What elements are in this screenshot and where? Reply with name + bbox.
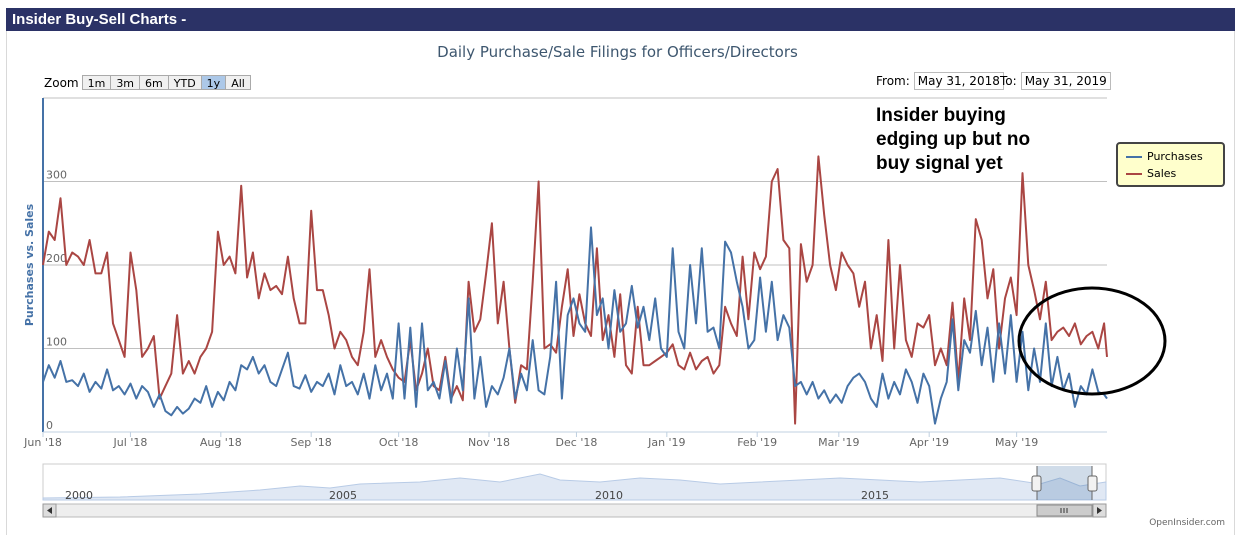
range-from-label: From:	[876, 74, 910, 88]
annotation-line: edging up but no	[876, 129, 1031, 150]
navigator-series	[42, 473, 1107, 501]
legend-item-sales[interactable]: Sales	[1126, 165, 1223, 182]
zoom-6m-button[interactable]: 6m	[139, 75, 169, 90]
chart-legend: Purchases Sales	[1116, 142, 1225, 187]
y-tick-label: 100	[46, 336, 67, 349]
x-tick-label: Dec '18	[556, 436, 598, 449]
legend-label-sales: Sales	[1147, 167, 1177, 180]
credit-text: OpenInsider.com	[1149, 518, 1225, 528]
scrollbar-track[interactable]	[42, 503, 1107, 518]
x-tick-label: Apr '19	[909, 436, 949, 449]
zoom-all-button[interactable]: All	[225, 75, 251, 90]
x-tick-label: Sep '18	[291, 436, 332, 449]
legend-label-purchases: Purchases	[1147, 150, 1203, 163]
zoom-label: Zoom	[44, 75, 79, 90]
zoom-1m-button[interactable]: 1m	[81, 75, 112, 90]
navigator-selection[interactable]	[1037, 466, 1092, 500]
legend-item-purchases[interactable]: Purchases	[1126, 148, 1223, 165]
x-tick-label: Feb '19	[737, 436, 777, 449]
x-tick-label: Mar '19	[818, 436, 859, 449]
range-from: From: May 31, 2018	[876, 72, 1004, 90]
navigator-year-label: 2005	[329, 489, 357, 502]
navigator-year-label: 2010	[595, 489, 623, 502]
range-to-label: To:	[1000, 74, 1017, 88]
navigator-year-label: 2000	[65, 489, 93, 502]
annotation-line: buy signal yet	[876, 153, 1003, 174]
legend-swatch-purchases	[1126, 155, 1142, 158]
annotation-circle	[1017, 286, 1167, 396]
chart-title: Daily Purchase/Sale Filings for Officers…	[437, 43, 798, 61]
zoom-3m-button[interactable]: 3m	[110, 75, 141, 90]
series-line-sales[interactable]	[42, 155, 1108, 425]
annotation-line: Insider buying	[876, 105, 1006, 126]
series-line-purchases[interactable]	[42, 226, 1108, 425]
page-title: Insider Buy-Sell Charts -	[12, 11, 187, 28]
scroll-grip-icon	[1060, 508, 1068, 513]
x-tick-label: Jun '18	[23, 436, 62, 449]
y-tick-label: 300	[46, 169, 67, 182]
navigator-left-handle[interactable]	[1031, 475, 1042, 492]
x-tick-label: Jul '18	[113, 436, 148, 449]
page-title-bar: Insider Buy-Sell Charts -	[6, 8, 1235, 31]
navigator-year-label: 2015	[861, 489, 889, 502]
x-tick-label: Aug '18	[200, 436, 242, 449]
navigator-right-handle[interactable]	[1087, 475, 1098, 492]
scroll-left-icon	[47, 507, 52, 514]
x-tick-label: Jan '19	[647, 436, 685, 449]
scroll-right-icon	[1097, 507, 1102, 514]
zoom-1y-button[interactable]: 1y	[200, 75, 227, 90]
x-tick-label: Oct '18	[379, 436, 419, 449]
zoom-selector: Zoom 1m 3m 6m YTD 1y All	[44, 74, 251, 91]
legend-swatch-sales	[1126, 172, 1142, 175]
y-tick-label: 200	[46, 252, 67, 265]
range-from-input[interactable]: May 31, 2018	[913, 72, 1004, 90]
x-tick-label: May '19	[995, 436, 1038, 449]
annotation-text: Insider buying edging up but no buy sign…	[876, 104, 1030, 176]
y-axis-label: Purchases vs. Sales	[23, 203, 36, 326]
range-to-input[interactable]: May 31, 2019	[1020, 72, 1111, 90]
zoom-ytd-button[interactable]: YTD	[167, 75, 202, 90]
x-tick-label: Nov '18	[468, 436, 510, 449]
y-tick-label: 0	[46, 419, 53, 432]
range-to: To: May 31, 2019	[1000, 72, 1111, 90]
